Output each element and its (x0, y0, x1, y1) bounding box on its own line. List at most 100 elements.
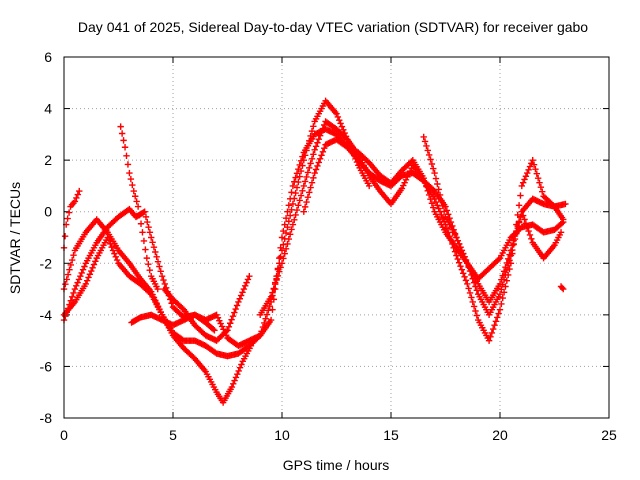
data-point (308, 127, 316, 135)
data-point (293, 170, 301, 177)
data-point (536, 179, 543, 186)
data-point (278, 260, 286, 267)
data-point (62, 281, 69, 288)
data-point (432, 198, 440, 206)
y-tick-label: 0 (44, 204, 52, 220)
data-point (487, 333, 494, 340)
data-point (111, 250, 118, 257)
data-point (231, 309, 238, 316)
data-point (518, 208, 525, 215)
data-point (142, 213, 150, 221)
data-point (132, 193, 139, 200)
data-point (211, 327, 218, 334)
data-point (425, 151, 433, 159)
data-point (353, 158, 361, 166)
series-track-7 (161, 272, 253, 344)
data-point (423, 183, 430, 190)
data-point (267, 316, 275, 324)
data-point (366, 182, 373, 190)
data-point (306, 189, 313, 196)
data-point (70, 252, 77, 259)
data-point (232, 374, 240, 381)
data-point (236, 295, 243, 302)
data-point (502, 263, 509, 271)
data-point (146, 229, 154, 236)
data-point (225, 323, 233, 330)
x-tick-label: 10 (274, 427, 290, 443)
series-track-5 (117, 123, 161, 293)
data-point (160, 276, 167, 284)
data-point (462, 277, 470, 284)
data-point (61, 233, 69, 240)
data-point (458, 266, 466, 273)
y-tick-labels: -8 -6 -4 -2 0 2 4 6 (40, 49, 53, 426)
data-point (282, 229, 290, 237)
data-point (470, 303, 478, 310)
data-point (316, 132, 324, 139)
data-point (243, 279, 250, 286)
data-point (462, 256, 470, 264)
data-point (558, 284, 566, 291)
data-point (130, 187, 137, 195)
data-point (488, 329, 496, 337)
data-point (258, 328, 265, 335)
data-point (255, 333, 263, 340)
data-point (521, 176, 528, 183)
data-point (509, 242, 516, 249)
data-point (242, 282, 249, 290)
data-point (420, 174, 427, 182)
data-point (337, 120, 344, 127)
data-point (293, 184, 301, 191)
data-point (342, 135, 350, 142)
data-point (148, 234, 155, 241)
data-point (500, 268, 508, 275)
data-point (235, 298, 242, 306)
data-point (154, 285, 161, 293)
data-point (244, 276, 252, 283)
data-point (498, 276, 505, 283)
data-point (319, 148, 327, 155)
data-point (528, 235, 535, 242)
x-tick-label: 0 (60, 427, 68, 443)
data-point (289, 200, 297, 208)
data-point (82, 280, 89, 288)
data-point (280, 255, 287, 262)
data-point (500, 289, 508, 296)
data-point (431, 169, 438, 177)
data-point (77, 272, 84, 280)
data-point (423, 142, 430, 150)
data-point (307, 160, 314, 167)
data-point (71, 198, 79, 205)
data-point (304, 142, 312, 149)
data-point (312, 166, 320, 173)
data-point (522, 173, 530, 180)
data-point (120, 137, 127, 144)
data-point (141, 208, 148, 215)
data-point (282, 214, 290, 222)
data-point (430, 204, 437, 211)
data-point (406, 167, 414, 175)
series-track-11 (557, 283, 567, 293)
data-point (457, 243, 464, 251)
y-tick-label: -6 (40, 358, 53, 374)
data-point (438, 197, 445, 204)
data-point (229, 312, 237, 320)
x-tick-label: 15 (383, 427, 399, 443)
data-point (70, 289, 77, 297)
data-point (64, 215, 71, 222)
data-point (519, 179, 527, 186)
data-point (257, 332, 264, 339)
y-tick-label: -8 (40, 410, 53, 426)
data-point (435, 205, 442, 212)
data-point (530, 161, 538, 168)
data-point (424, 147, 431, 154)
data-point (430, 165, 437, 172)
data-point (150, 243, 158, 251)
data-point (307, 184, 314, 191)
data-point (529, 156, 536, 164)
data-point (133, 198, 140, 205)
data-point (524, 169, 531, 177)
data-point (74, 279, 81, 286)
data-point (218, 323, 226, 330)
data-point (136, 211, 143, 219)
